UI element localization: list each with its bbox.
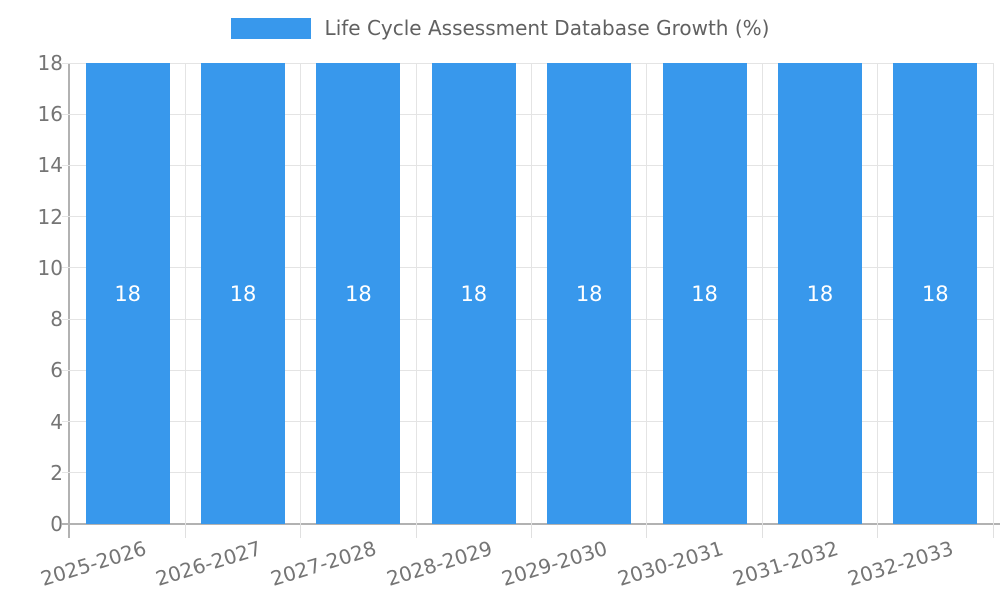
bar-value-label: 18 <box>114 281 142 306</box>
y-tick <box>62 267 70 269</box>
bar[interactable]: 18 <box>201 63 286 524</box>
bar-value-label: 18 <box>575 281 603 306</box>
y-tick <box>62 369 70 371</box>
x-tick <box>992 524 994 538</box>
x-tick <box>184 524 186 538</box>
y-axis-label: 10 <box>37 255 63 280</box>
legend-label: Life Cycle Assessment Database Growth (%… <box>324 16 770 40</box>
bar-value-label: 18 <box>229 281 257 306</box>
x-tick <box>300 524 302 538</box>
y-axis-label: 0 <box>50 512 63 536</box>
x-axis-label: 2025-2026 <box>37 536 149 591</box>
x-axis-label: 2032-2033 <box>845 536 957 591</box>
y-tick <box>62 216 70 218</box>
y-tick <box>62 62 70 64</box>
v-gridline <box>761 63 763 524</box>
bar-value-label: 18 <box>691 281 718 306</box>
v-gridline <box>877 63 879 524</box>
y-tick <box>62 472 70 474</box>
legend: Life Cycle Assessment Database Growth (%… <box>0 16 1000 40</box>
y-tick <box>62 421 70 423</box>
y-axis-label: 18 <box>37 51 63 75</box>
x-tick <box>531 524 532 538</box>
x-axis-label: 2028-2029 <box>383 536 495 591</box>
v-gridline <box>531 63 532 524</box>
bar[interactable]: 18 <box>316 63 401 524</box>
v-gridline <box>415 63 417 524</box>
y-axis-label: 16 <box>37 102 63 127</box>
x-tick <box>877 524 879 538</box>
x-axis-label: 2030-2031 <box>614 536 726 591</box>
y-axis-label: 4 <box>50 409 63 434</box>
legend-swatch <box>230 17 311 39</box>
bar[interactable]: 18 <box>777 63 862 524</box>
y-tick <box>62 113 70 115</box>
x-axis-label: 2031-2032 <box>729 536 841 591</box>
x-axis-label: 2027-2028 <box>268 536 380 591</box>
v-gridline <box>300 63 302 524</box>
v-gridline <box>992 63 994 524</box>
x-tick <box>761 524 763 538</box>
bar-value-label: 18 <box>806 281 834 306</box>
y-axis-label: 6 <box>50 358 63 383</box>
bar-value-label: 18 <box>345 281 372 306</box>
v-gridline <box>184 63 186 524</box>
x-axis-label: 2029-2030 <box>498 536 611 591</box>
bar[interactable]: 18 <box>893 63 978 524</box>
v-gridline <box>646 63 648 524</box>
bar[interactable]: 18 <box>85 63 170 524</box>
plot-area: 0 2 4 6 8 10 12 14 16 18 18 18 18 18 18 18 18 18 2025-2026… <box>37 51 1000 591</box>
y-axis-label: 2 <box>50 460 63 485</box>
bar[interactable]: 18 <box>662 63 747 524</box>
y-axis-line <box>68 63 70 538</box>
y-tick <box>62 318 70 320</box>
y-axis-label: 12 <box>37 204 63 229</box>
bar-value-label: 18 <box>921 281 949 306</box>
bar[interactable]: 18 <box>547 63 632 524</box>
x-tick <box>415 524 417 538</box>
bar-value-label: 18 <box>460 281 488 306</box>
x-axis-label: 2026-2027 <box>152 536 265 591</box>
y-axis-label: 14 <box>37 153 63 178</box>
y-tick <box>62 164 70 166</box>
bar[interactable]: 18 <box>431 63 516 524</box>
x-tick <box>646 524 648 538</box>
y-axis-label: 8 <box>50 307 63 332</box>
